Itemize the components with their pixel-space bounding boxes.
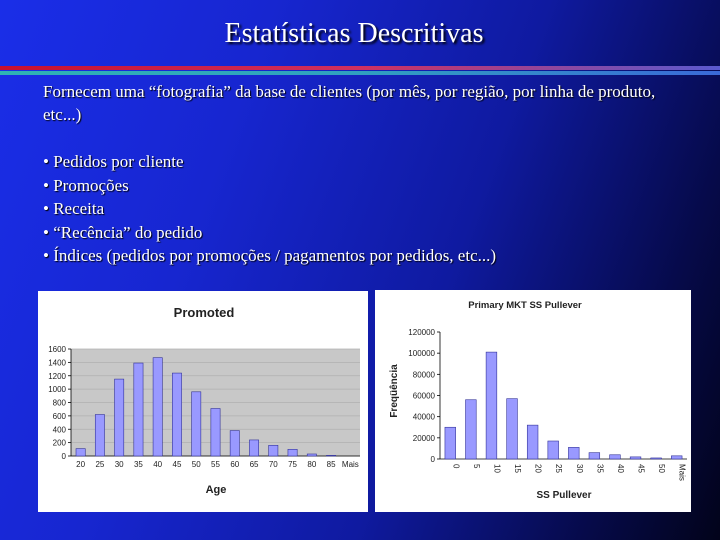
chart-title: Primary MKT SS Pullever	[468, 300, 582, 311]
y-tick-label: 20000	[413, 434, 436, 443]
bar	[465, 399, 477, 460]
y-tick-label: 60000	[413, 392, 436, 401]
bullet-item: • “Recência” do pedido	[43, 222, 203, 242]
bullet-item: • Receita	[43, 199, 105, 218]
bar	[526, 424, 539, 460]
bar	[152, 357, 163, 457]
bar	[210, 408, 221, 457]
y-tick-label: 1200	[48, 372, 66, 381]
x-tick-label: 75	[288, 460, 297, 469]
title-rule-top	[0, 66, 720, 70]
bar	[629, 456, 642, 460]
x-axis-label: SS Pullever	[536, 490, 591, 501]
x-tick-label: 65	[250, 460, 259, 469]
bar	[172, 372, 182, 457]
y-tick-label: 100000	[408, 349, 435, 358]
y-tick-label: 0	[431, 455, 436, 464]
bullet-list: • Pedidos por cliente • Promoções • Rece…	[43, 150, 496, 268]
x-tick-label: 45	[637, 464, 646, 473]
y-tick-label: 1600	[48, 345, 66, 354]
x-tick-label: 70	[269, 460, 278, 469]
bar	[229, 430, 240, 457]
y-tick-label: 800	[53, 399, 67, 408]
x-tick-label: 5	[472, 464, 481, 469]
bar	[444, 426, 456, 460]
x-tick-label: 85	[327, 460, 336, 469]
x-axis-label: Age	[206, 484, 227, 496]
x-tick-label: 0	[451, 464, 460, 469]
x-tick-label: 45	[173, 460, 182, 469]
bar	[75, 448, 86, 457]
x-tick-label: 25	[95, 460, 104, 469]
x-tick-label: 10	[492, 464, 501, 473]
y-tick-label: 120000	[408, 328, 435, 337]
y-tick-label: 0	[62, 452, 67, 461]
y-tick-label: 1000	[48, 385, 66, 394]
bar	[287, 449, 298, 457]
x-tick-label: 55	[211, 460, 220, 469]
x-tick-label: 50	[192, 460, 201, 469]
bullet-item: • Índices (pedidos por promoções / pagam…	[43, 246, 497, 265]
x-tick-label: 35	[595, 464, 604, 473]
bar	[249, 439, 259, 457]
bar	[588, 452, 601, 460]
title-rule-bottom	[0, 71, 720, 75]
x-tick-label: 35	[134, 460, 143, 469]
x-tick-label: 40	[153, 460, 162, 469]
bar	[547, 440, 559, 460]
x-tick-label: Mais	[678, 464, 687, 481]
x-tick-label: 30	[115, 460, 124, 469]
y-tick-label: 40000	[413, 413, 436, 422]
pullever-chart: Primary MKT SS Pullever SS Pullever Freq…	[389, 300, 687, 501]
bar	[191, 391, 202, 457]
bar	[133, 362, 144, 457]
bar	[650, 457, 662, 460]
bar	[268, 445, 279, 457]
x-tick-label: 60	[230, 460, 239, 469]
x-tick-label: 20	[534, 464, 543, 473]
x-tick-label: 15	[513, 464, 522, 473]
y-tick-label: 400	[53, 425, 67, 434]
bar	[326, 455, 337, 457]
bar	[114, 378, 125, 457]
bar	[609, 454, 621, 460]
bar	[506, 398, 518, 460]
bar	[485, 351, 498, 460]
x-tick-label: 30	[575, 464, 584, 473]
chart-title: Promoted	[174, 305, 235, 320]
y-tick-label: 200	[53, 439, 67, 448]
x-tick-label: 40	[616, 464, 625, 473]
x-tick-label: 25	[554, 464, 563, 473]
promoted-chart-panel: Promoted Age 0 200 400 600 800 1000 1200 1400 16…	[38, 291, 368, 512]
bullet-item: • Promoções	[43, 175, 129, 195]
promoted-chart: Promoted Age 0 200 400 600 800 1000 1200 1400 16…	[48, 305, 360, 496]
slide-title: Estatísticas Descritivas	[224, 18, 484, 49]
bullet-item: • Pedidos por cliente	[43, 152, 184, 171]
y-tick-label: 80000	[413, 370, 436, 379]
y-tick-label: 1400	[48, 358, 66, 367]
x-tick-label: 20	[76, 460, 85, 469]
bar	[306, 453, 317, 457]
y-axis-label: Freqüência	[389, 364, 400, 418]
bar	[568, 447, 580, 460]
bar	[94, 414, 105, 457]
x-tick-label: Mais	[342, 460, 359, 469]
intro-text: Fornecem uma “fotografia” da base de cli…	[43, 82, 656, 124]
bar	[671, 455, 683, 460]
y-tick-label: 600	[53, 412, 67, 421]
x-tick-label: 50	[657, 464, 666, 473]
pullever-chart-panel: Primary MKT SS Pullever SS Pullever Freq…	[375, 290, 691, 512]
x-tick-label: 80	[307, 460, 316, 469]
